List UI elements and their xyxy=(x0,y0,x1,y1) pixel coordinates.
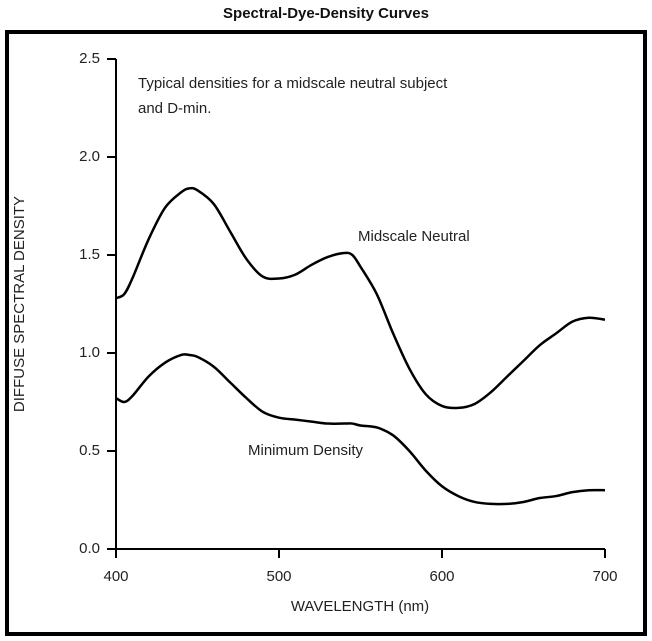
series-label: Minimum Density xyxy=(248,442,364,459)
y-tick-label: 2.0 xyxy=(79,148,100,165)
y-axis-label: DIFFUSE SPECTRAL DENSITY xyxy=(11,196,28,412)
frame xyxy=(5,30,647,636)
series-line xyxy=(115,353,606,506)
x-tick-label: 400 xyxy=(103,568,128,585)
x-tick-label: 600 xyxy=(429,568,454,585)
annotation: and D-min. xyxy=(138,100,211,117)
y-tick-label: 2.5 xyxy=(79,50,100,67)
y-tick-label: 0.0 xyxy=(79,540,100,557)
y-tick-label: 1.0 xyxy=(79,344,100,361)
x-axis-label: WAVELENGTH (nm) xyxy=(291,598,429,615)
y-tick-label: 0.5 xyxy=(79,442,100,459)
series-label: Midscale Neutral xyxy=(358,228,470,245)
x-tick-label: 700 xyxy=(592,568,617,585)
series-line xyxy=(115,186,606,410)
chart-title: Spectral-Dye-Density Curves xyxy=(223,5,429,22)
y-tick-label: 1.5 xyxy=(79,246,100,263)
x-tick-label: 500 xyxy=(266,568,291,585)
annotation: Typical densities for a midscale neutral… xyxy=(138,75,448,92)
